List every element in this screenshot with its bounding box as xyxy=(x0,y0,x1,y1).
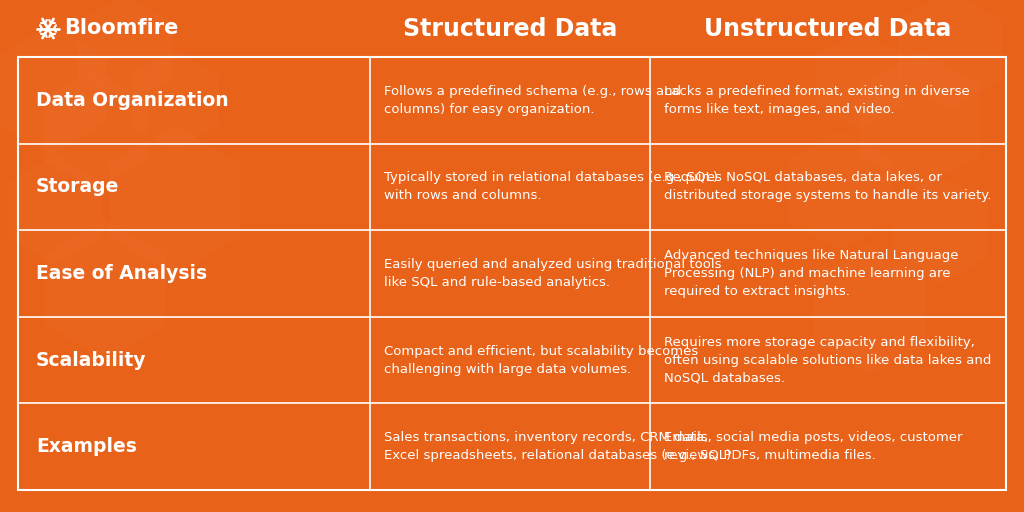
Polygon shape xyxy=(110,125,240,275)
Text: Requires more storage capacity and flexibility,
often using scalable solutions l: Requires more storage capacity and flexi… xyxy=(664,335,991,385)
Text: Data Organization: Data Organization xyxy=(36,91,228,110)
Text: Follows a predefined schema (e.g., rows and
columns) for easy organization.: Follows a predefined schema (e.g., rows … xyxy=(384,85,681,116)
Polygon shape xyxy=(892,175,987,285)
Text: Scalability: Scalability xyxy=(36,351,146,370)
Text: Compact and efficient, but scalability becomes
challenging with large data volum: Compact and efficient, but scalability b… xyxy=(384,345,698,376)
Polygon shape xyxy=(43,70,147,190)
Polygon shape xyxy=(7,155,102,265)
Text: Emails, social media posts, videos, customer
reviews, PDFs, multimedia files.: Emails, social media posts, videos, cust… xyxy=(664,431,963,462)
Text: Lacks a predefined format, existing in diverse
forms like text, images, and vide: Lacks a predefined format, existing in d… xyxy=(664,85,970,116)
Text: Bloomfire: Bloomfire xyxy=(63,18,178,38)
Polygon shape xyxy=(814,245,927,375)
Polygon shape xyxy=(859,50,981,190)
Polygon shape xyxy=(44,220,166,360)
Polygon shape xyxy=(132,50,218,150)
Polygon shape xyxy=(898,0,1001,110)
Text: Examples: Examples xyxy=(36,437,137,456)
Text: Storage: Storage xyxy=(36,177,120,197)
Text: Requires NoSQL databases, data lakes, or
distributed storage systems to handle i: Requires NoSQL databases, data lakes, or… xyxy=(664,172,991,202)
Text: Sales transactions, inventory records, CRM data,
Excel spreadsheets, relational : Sales transactions, inventory records, C… xyxy=(384,431,731,462)
Text: Typically stored in relational databases (e.g., SQL)
with rows and columns.: Typically stored in relational databases… xyxy=(384,172,718,202)
Text: Ease of Analysis: Ease of Analysis xyxy=(36,264,207,283)
Bar xyxy=(18,57,1006,490)
Text: Advanced techniques like Natural Language
Processing (NLP) and machine learning : Advanced techniques like Natural Languag… xyxy=(664,249,958,298)
Text: Unstructured Data: Unstructured Data xyxy=(705,16,951,40)
Polygon shape xyxy=(817,30,903,130)
Text: Easily queried and analyzed using traditional tools
like SQL and rule-based anal: Easily queried and analyzed using tradit… xyxy=(384,258,722,289)
Polygon shape xyxy=(788,130,892,250)
Polygon shape xyxy=(78,0,173,105)
Polygon shape xyxy=(0,25,106,155)
Text: Structured Data: Structured Data xyxy=(402,16,617,40)
